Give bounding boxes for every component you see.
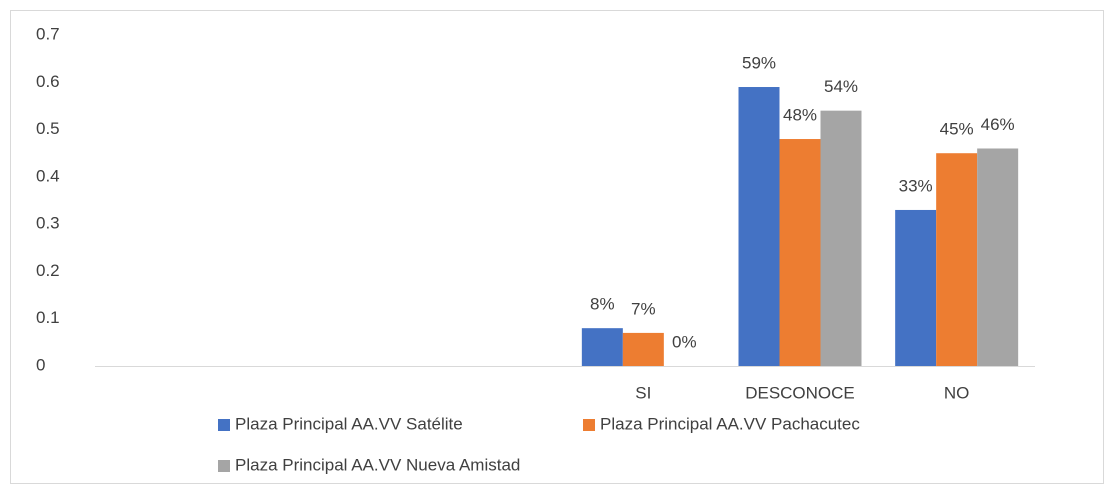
value-label: 7% (631, 299, 656, 318)
bar (977, 148, 1019, 366)
bar (779, 139, 821, 366)
y-tick-label: 0.2 (36, 261, 60, 280)
bar (895, 209, 937, 366)
value-label: 48% (783, 106, 817, 125)
y-tick-label: 0.4 (36, 166, 60, 185)
value-label: 59% (742, 53, 776, 72)
value-label: 46% (981, 115, 1015, 134)
bar (581, 328, 623, 366)
value-label: 54% (824, 77, 858, 96)
y-tick-label: 0.1 (36, 308, 60, 327)
x-tick-label: DESCONOCE (745, 383, 855, 402)
legend-swatch (583, 419, 595, 431)
x-tick-label: NO (944, 383, 970, 402)
y-tick-label: 0 (36, 355, 45, 374)
value-label: 8% (590, 295, 615, 314)
legend-label: Plaza Principal AA.VV Pachacutec (600, 414, 860, 433)
bar (820, 110, 862, 367)
legend-label: Plaza Principal AA.VV Satélite (235, 414, 463, 433)
y-tick-label: 0.3 (36, 214, 60, 233)
bar (622, 332, 664, 366)
value-label: 33% (899, 176, 933, 195)
legend-swatch (218, 460, 230, 472)
bar (936, 153, 978, 366)
value-label: 0% (672, 332, 697, 351)
value-label: 45% (940, 120, 974, 139)
y-tick-label: 0.6 (36, 72, 60, 91)
y-tick-label: 0.5 (36, 119, 60, 138)
legend-swatch (218, 419, 230, 431)
y-tick-label: 0.7 (36, 24, 60, 43)
bar (738, 87, 780, 366)
legend-label: Plaza Principal AA.VV Nueva Amistad (235, 455, 520, 474)
x-tick-label: SI (635, 383, 651, 402)
